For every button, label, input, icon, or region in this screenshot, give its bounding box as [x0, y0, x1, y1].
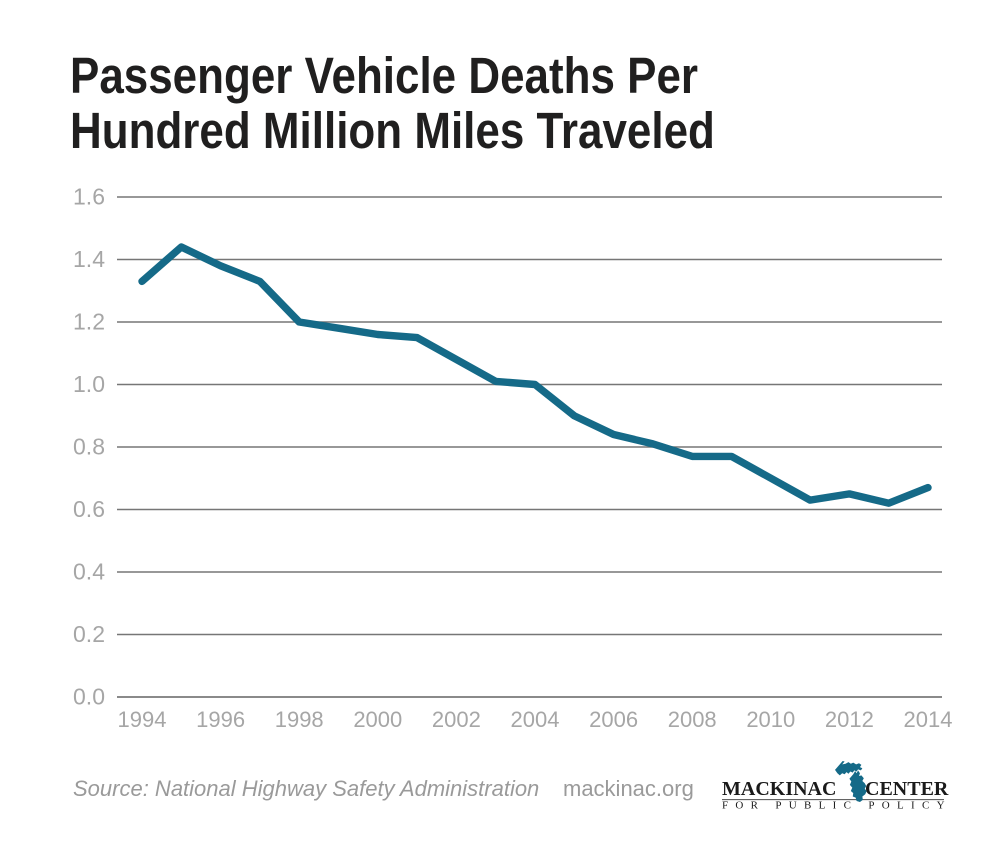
svg-text:1.4: 1.4: [73, 246, 105, 272]
svg-text:0.4: 0.4: [73, 559, 105, 585]
svg-text:1.6: 1.6: [73, 184, 105, 210]
svg-text:1998: 1998: [275, 707, 324, 732]
svg-text:0.2: 0.2: [73, 621, 105, 647]
svg-text:0.8: 0.8: [73, 434, 105, 460]
svg-text:2004: 2004: [511, 707, 560, 732]
svg-text:1.0: 1.0: [73, 371, 105, 397]
svg-text:CENTER: CENTER: [865, 778, 949, 800]
svg-text:0.6: 0.6: [73, 496, 105, 522]
svg-text:2008: 2008: [668, 707, 717, 732]
svg-text:1996: 1996: [196, 707, 245, 732]
svg-text:2000: 2000: [353, 707, 402, 732]
svg-text:2002: 2002: [432, 707, 481, 732]
svg-text:2010: 2010: [746, 707, 795, 732]
svg-text:1994: 1994: [118, 707, 167, 732]
svg-text:2006: 2006: [589, 707, 638, 732]
svg-text:1.2: 1.2: [73, 309, 105, 335]
svg-text:2012: 2012: [825, 707, 874, 732]
svg-text:FOR PUBLIC POLICY: FOR PUBLIC POLICY: [722, 800, 950, 812]
svg-text:MACKINAC: MACKINAC: [722, 778, 836, 800]
svg-text:2014: 2014: [904, 707, 953, 732]
svg-text:0.0: 0.0: [73, 684, 105, 710]
